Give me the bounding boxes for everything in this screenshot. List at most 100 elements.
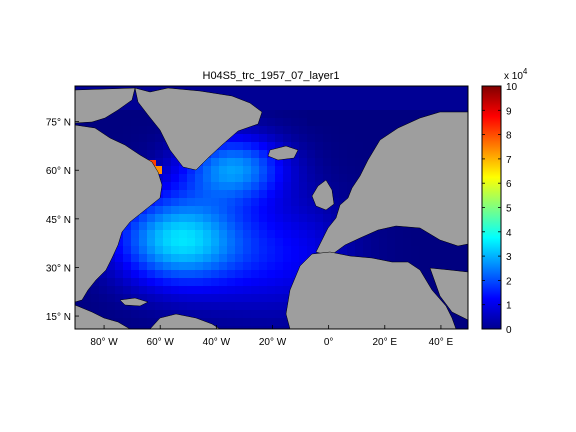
- heat-cell: [219, 326, 228, 329]
- heat-cell: [427, 246, 436, 255]
- heat-cell: [235, 262, 244, 271]
- heat-cell: [331, 190, 340, 199]
- heat-cell: [251, 182, 260, 191]
- heat-cell: [99, 294, 108, 303]
- heat-cell: [139, 318, 148, 327]
- heat-cell: [251, 214, 260, 223]
- heat-cell: [211, 158, 220, 167]
- heat-cell: [299, 238, 308, 247]
- heat-cell: [331, 206, 340, 215]
- heat-cell: [115, 262, 124, 271]
- heat-cell: [251, 222, 260, 231]
- heat-cell: [171, 230, 180, 239]
- heat-cell: [275, 198, 284, 207]
- heat-cell: [211, 294, 220, 303]
- heat-cell: [291, 198, 300, 207]
- heat-cell: [363, 118, 372, 127]
- heat-cell: [147, 142, 156, 151]
- heat-cell: [195, 278, 204, 287]
- heat-cell: [227, 206, 236, 215]
- heat-cell: [259, 94, 268, 103]
- heat-cell: [299, 158, 308, 167]
- heat-cell: [307, 182, 316, 191]
- heat-cell: [171, 182, 180, 191]
- heat-cell: [395, 118, 404, 127]
- heat-cell: [299, 246, 308, 255]
- heat-cell: [235, 286, 244, 295]
- heat-cell: [331, 182, 340, 191]
- heat-cell: [227, 302, 236, 311]
- heat-cell: [147, 318, 156, 327]
- heat-cell: [267, 310, 276, 319]
- heat-cell: [259, 126, 268, 135]
- heat-cell: [171, 190, 180, 199]
- heat-cell: [131, 302, 140, 311]
- heat-cell: [267, 142, 276, 151]
- heat-cell: [163, 174, 172, 183]
- heat-cell: [355, 134, 364, 143]
- heat-cell: [403, 102, 412, 111]
- heat-cell: [123, 118, 132, 127]
- heat-cell: [355, 158, 364, 167]
- heat-cell: [219, 302, 228, 311]
- heat-cell: [275, 142, 284, 151]
- heat-cell: [291, 238, 300, 247]
- heat-cell: [291, 190, 300, 199]
- heat-cell: [275, 86, 284, 95]
- north-america: [75, 124, 163, 303]
- heat-cell: [147, 270, 156, 279]
- heat-cell: [267, 326, 276, 329]
- heat-cell: [331, 86, 340, 95]
- longitude-axis: 80° W 60° W 40° W 20° W 0° 20° E 40° E: [90, 325, 454, 348]
- heat-cell: [291, 94, 300, 103]
- colorbar-tick-label: 3: [506, 252, 512, 263]
- heat-cell: [139, 262, 148, 271]
- heat-cell: [219, 182, 228, 191]
- heat-cell: [171, 206, 180, 215]
- heat-cell: [179, 270, 188, 279]
- heat-cell: [163, 238, 172, 247]
- heat-cell: [259, 142, 268, 151]
- heat-cell: [179, 174, 188, 183]
- heat-cell: [195, 182, 204, 191]
- heat-cell: [371, 86, 380, 95]
- canadian-arctic: [75, 87, 136, 124]
- heat-cell: [163, 230, 172, 239]
- heat-cell: [411, 86, 420, 95]
- heat-cell: [187, 278, 196, 287]
- heat-cell: [171, 238, 180, 247]
- heat-cell: [211, 262, 220, 271]
- heat-cell: [115, 310, 124, 319]
- heat-cell: [355, 86, 364, 95]
- heat-cell: [187, 230, 196, 239]
- heat-cell: [291, 254, 300, 263]
- colorbar-tick-label: 5: [506, 204, 512, 215]
- heat-cell: [259, 86, 268, 95]
- heat-cell: [251, 134, 260, 143]
- heat-cell: [451, 318, 460, 327]
- heat-cell: [211, 198, 220, 207]
- heat-cell: [147, 294, 156, 303]
- colorbar: 0 1 2 3 4 5 6 7 8 9 10 x 104: [481, 67, 528, 336]
- heat-cell: [179, 262, 188, 271]
- heat-cell: [259, 158, 268, 167]
- heat-cell: [107, 270, 116, 279]
- heat-cell: [379, 118, 388, 127]
- heat-cell: [179, 190, 188, 199]
- heat-cell: [363, 102, 372, 111]
- heat-cell: [155, 286, 164, 295]
- heat-cell: [115, 318, 124, 327]
- heat-cell: [227, 238, 236, 247]
- heat-cell: [147, 302, 156, 311]
- heat-cell: [251, 262, 260, 271]
- heat-cell: [235, 182, 244, 191]
- heat-cell: [219, 198, 228, 207]
- heat-cell: [411, 254, 420, 263]
- heat-cell: [315, 118, 324, 127]
- heat-cell: [283, 198, 292, 207]
- heat-cell: [299, 102, 308, 111]
- heat-cell: [395, 86, 404, 95]
- heat-cell: [187, 198, 196, 207]
- map-title: H04S5_trc_1957_07_layer1: [203, 70, 340, 82]
